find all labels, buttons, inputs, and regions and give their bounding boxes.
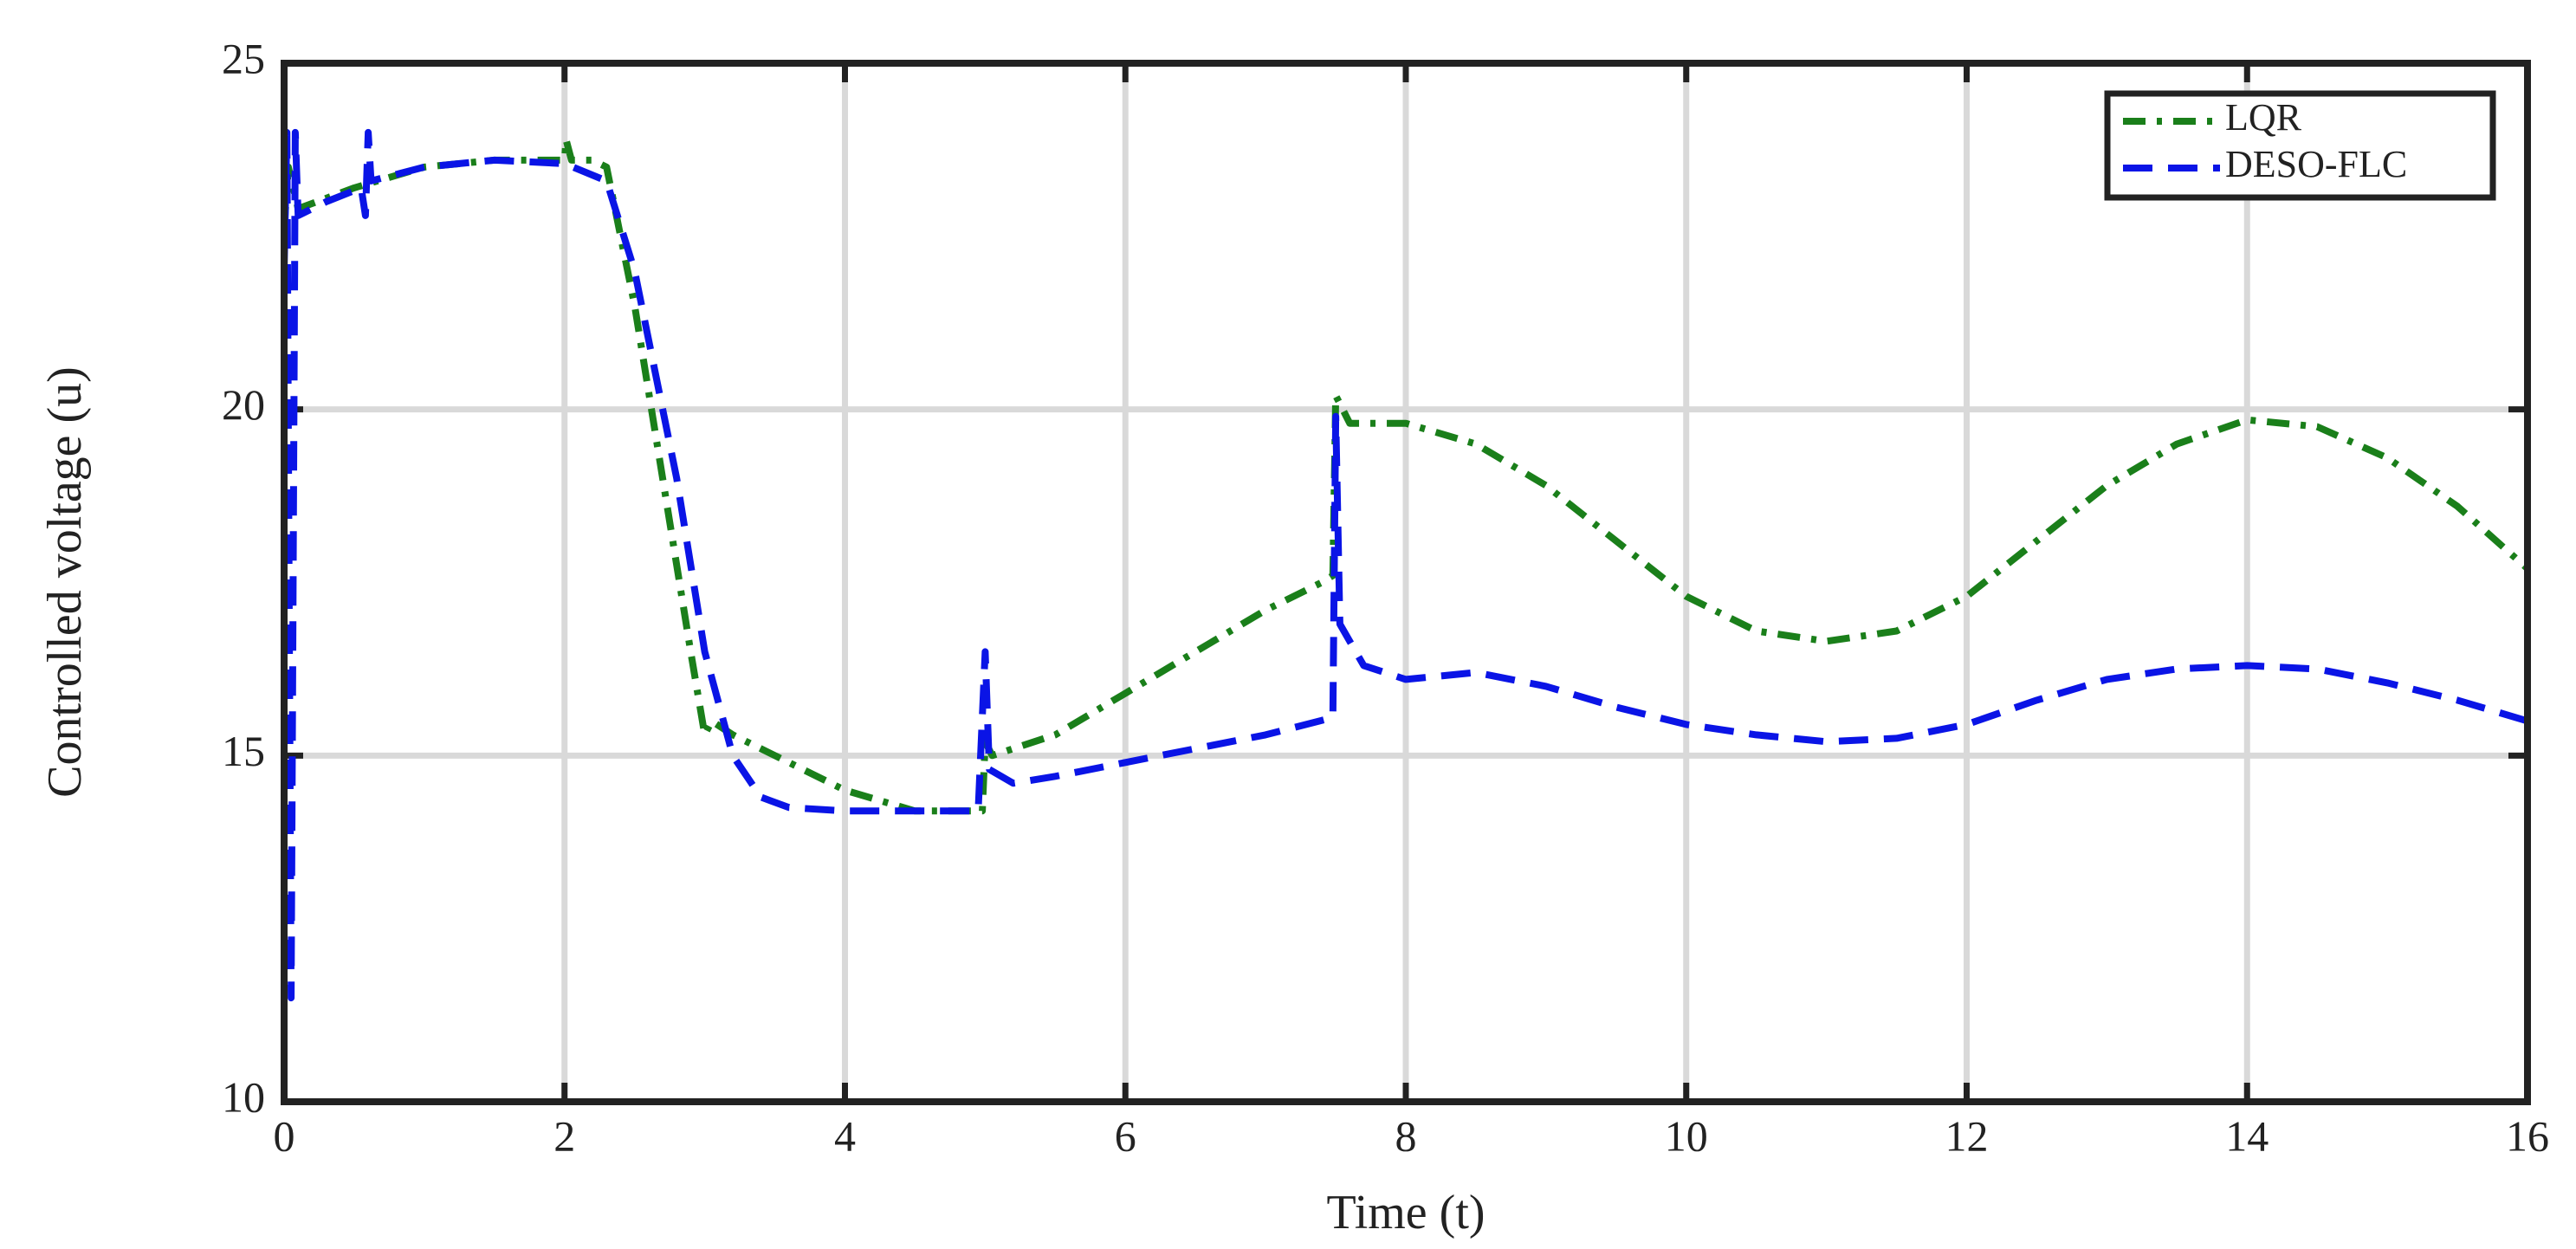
x-tick-label: 12 (1945, 1111, 1989, 1160)
x-tick-label: 4 (834, 1111, 856, 1160)
x-tick-label: 14 (2225, 1111, 2269, 1160)
x-tick-label: 6 (1115, 1111, 1136, 1160)
x-tick-label: 8 (1395, 1111, 1417, 1160)
plot-frame (281, 60, 2531, 1105)
x-tick-label: 0 (274, 1111, 295, 1160)
legend-label: DESO-FLC (2225, 143, 2407, 185)
legend-label: LQR (2225, 96, 2302, 139)
x-tick-label: 10 (1665, 1111, 1708, 1160)
x-tick-label: 2 (553, 1111, 575, 1160)
series-line (281, 135, 2530, 815)
legend-box (2104, 90, 2496, 201)
x-axis-label: Time (t) (1326, 1186, 1485, 1239)
x-tick-label: 16 (2506, 1111, 2549, 1160)
y-tick-label: 25 (222, 34, 265, 82)
y-tick-label: 20 (222, 380, 265, 429)
y-tick-label: 10 (222, 1072, 265, 1121)
y-tick-label: 15 (222, 727, 265, 775)
y-axis-label: Controlled voltage (u) (38, 366, 92, 798)
series-line (281, 128, 2529, 1002)
